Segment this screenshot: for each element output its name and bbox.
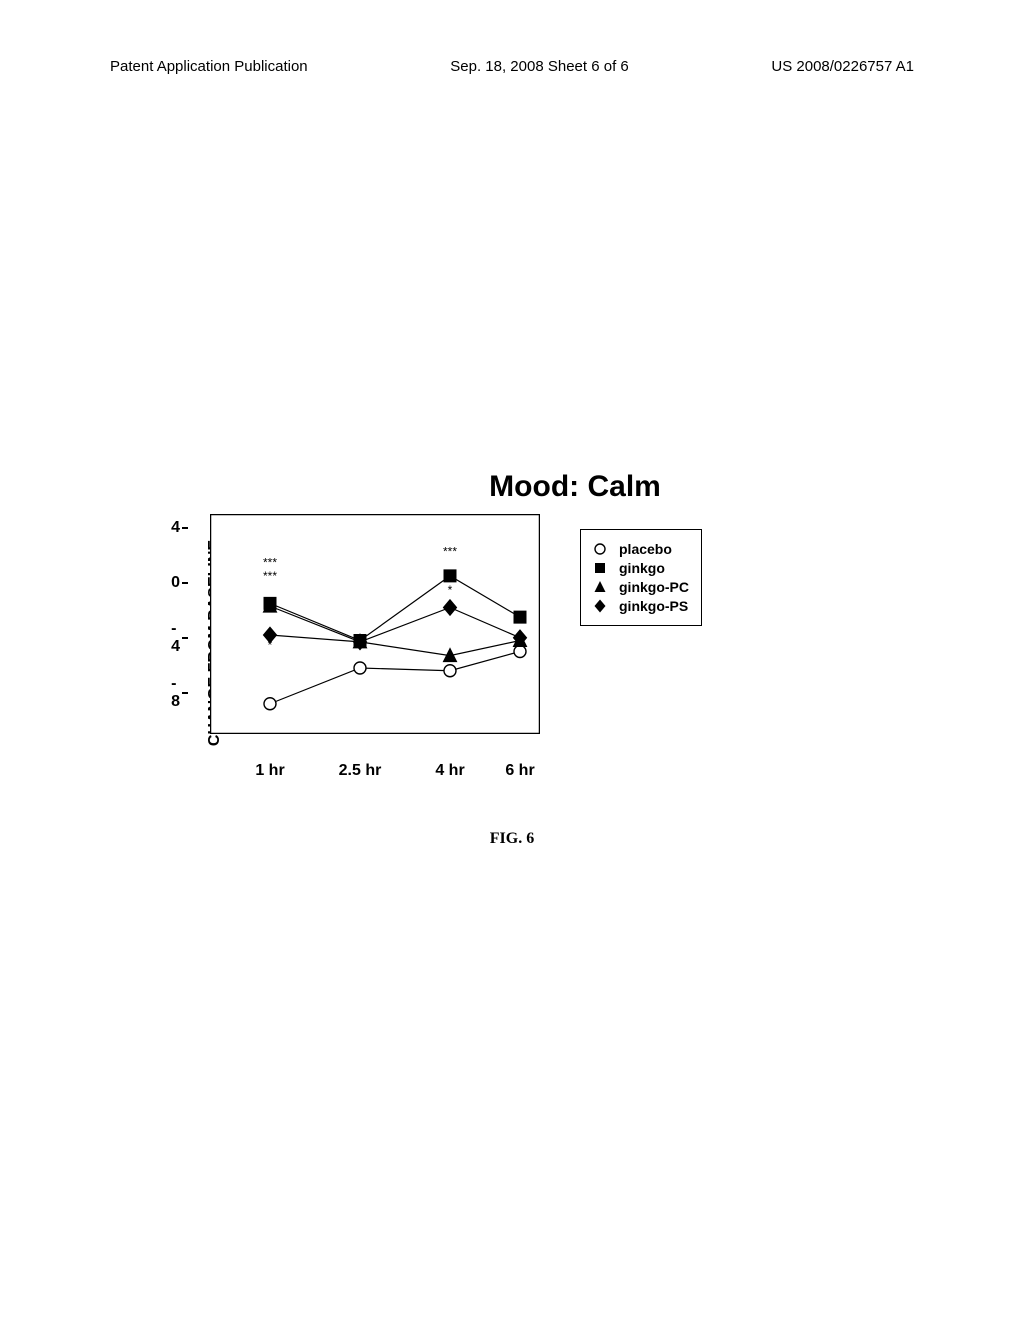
legend-item: placebo [589,541,689,557]
x-tick-label: 6 hr [505,762,534,780]
header-center: Sep. 18, 2008 Sheet 6 of 6 [450,58,628,75]
header-right: US 2008/0226757 A1 [771,58,914,75]
legend-label: ginkgo-PS [619,598,688,614]
svg-text:***: *** [263,555,277,569]
legend: placebo ginkgo ginkgo-PC ginkgo-PS [580,529,702,626]
y-tick-label: 4 [171,519,180,537]
legend-label: ginkgo [619,560,665,576]
header-left: Patent Application Publication [110,58,308,75]
legend-item: ginkgo-PC [589,579,689,595]
y-tick-label: - 8 [171,675,180,711]
legend-label: placebo [619,541,672,557]
page-header: Patent Application Publication Sep. 18, … [0,58,1024,75]
svg-text:*: * [448,583,453,597]
y-tick-label: - 4 [171,620,180,656]
figure-area: Mood: Calm CHANGE FROM BASELINE 40- 4- 8… [180,470,880,774]
legend-label: ginkgo-PC [619,579,689,595]
svg-text:***: *** [263,569,277,583]
x-tick-label: 4 hr [435,762,464,780]
legend-item: ginkgo [589,560,689,576]
figure-caption: FIG. 6 [0,830,1024,848]
chart-plot: 40- 4- 8 *********** 1 hr2.5 hr4 hr6 hr [210,514,540,734]
x-tick-label: 2.5 hr [339,762,382,780]
y-tick-label: 0 [171,574,180,592]
x-tick-label: 1 hr [255,762,284,780]
chart-title: Mood: Calm [270,470,880,504]
legend-item: ginkgo-PS [589,598,689,614]
svg-text:***: *** [443,544,457,558]
svg-text:*: * [268,638,273,652]
